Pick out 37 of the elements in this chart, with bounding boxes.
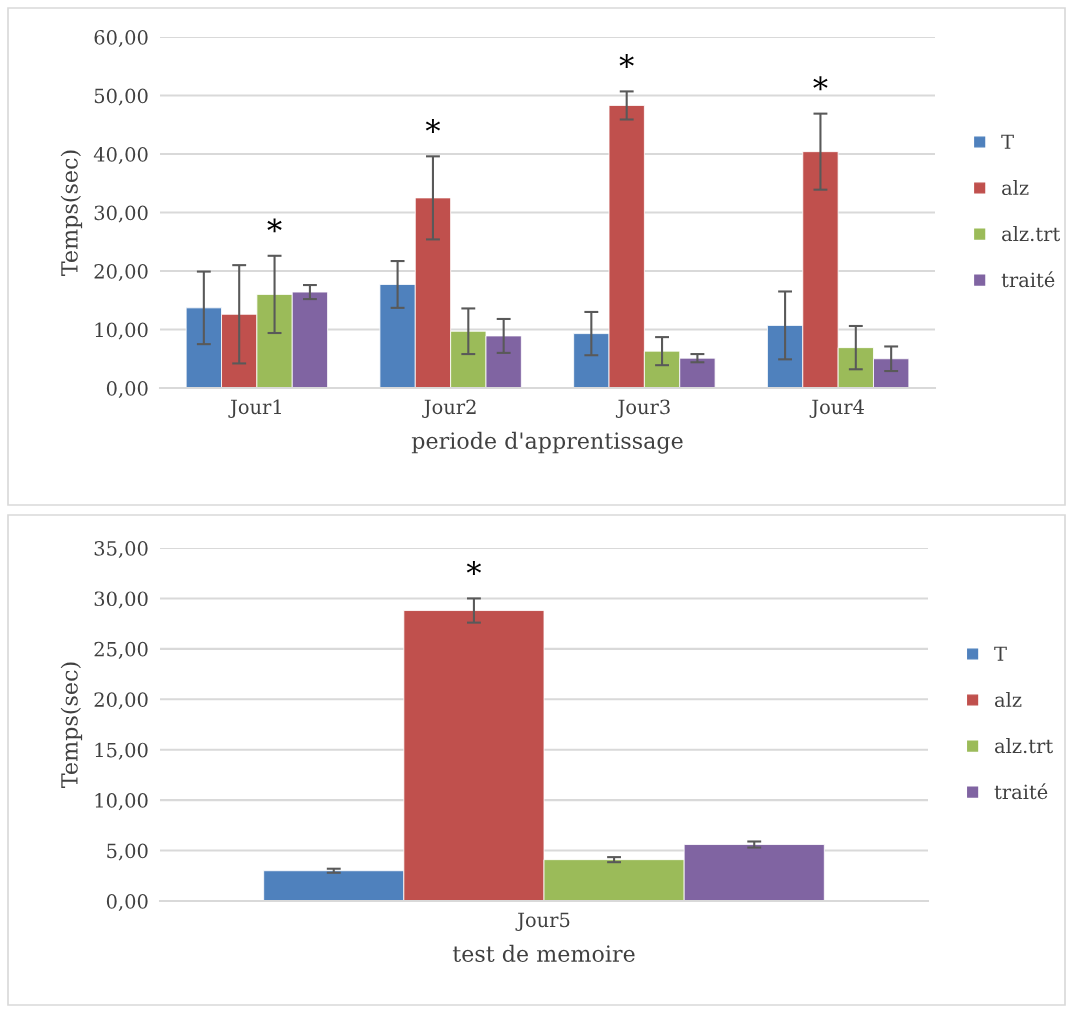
y-tick-label: 30,00 bbox=[94, 591, 148, 609]
y-tick-label: 20,00 bbox=[94, 263, 148, 282]
y-tick-label: 30,00 bbox=[94, 205, 148, 223]
annotation: * bbox=[466, 561, 482, 575]
y-tick-label: 10,00 bbox=[95, 322, 148, 340]
y-tick-label: 60,00 bbox=[94, 29, 148, 48]
legend-label: alz bbox=[994, 692, 1022, 708]
legend-label: alz bbox=[1002, 180, 1029, 196]
y-axis-title: Temps(sec) bbox=[60, 150, 83, 276]
annotation: * bbox=[619, 54, 634, 68]
legend-label: alz.trt bbox=[1002, 226, 1061, 242]
x-tick-label: Jour3 bbox=[615, 399, 670, 418]
y-tick-label: 10,00 bbox=[95, 793, 148, 811]
y-tick-label: 15,00 bbox=[95, 742, 148, 760]
x-tick-label: Jour4 bbox=[809, 399, 864, 418]
y-tick-label: 35,00 bbox=[94, 540, 148, 559]
legend-label: traité bbox=[1001, 271, 1055, 288]
annotation: * bbox=[267, 218, 282, 233]
y-tick-label: 25,00 bbox=[94, 641, 148, 659]
legend-label: T bbox=[994, 646, 1007, 661]
x-tick-label: Jour5 bbox=[515, 912, 570, 931]
y-tick-label: 0,00 bbox=[106, 893, 148, 912]
x-tick-label: Jour1 bbox=[228, 399, 281, 418]
y-tick-label: 20,00 bbox=[94, 692, 148, 710]
y-tick-label: 0,00 bbox=[106, 380, 148, 399]
y-tick-label: 5,00 bbox=[107, 843, 148, 861]
x-axis-title: periode d'apprentissage bbox=[411, 431, 683, 454]
annotation: * bbox=[813, 76, 828, 91]
x-tick-label: Jour2 bbox=[422, 399, 476, 418]
legend-label: T bbox=[1001, 134, 1014, 149]
x-axis-title: test de memoire bbox=[452, 944, 635, 963]
legend-label: traité bbox=[994, 783, 1048, 800]
y-tick-label: 40,00 bbox=[93, 146, 148, 165]
y-axis-title: Temps(sec) bbox=[60, 662, 83, 788]
legend-label: alz.trt bbox=[994, 738, 1054, 754]
y-tick-label: 50,00 bbox=[94, 88, 148, 106]
annotation: * bbox=[425, 118, 441, 133]
